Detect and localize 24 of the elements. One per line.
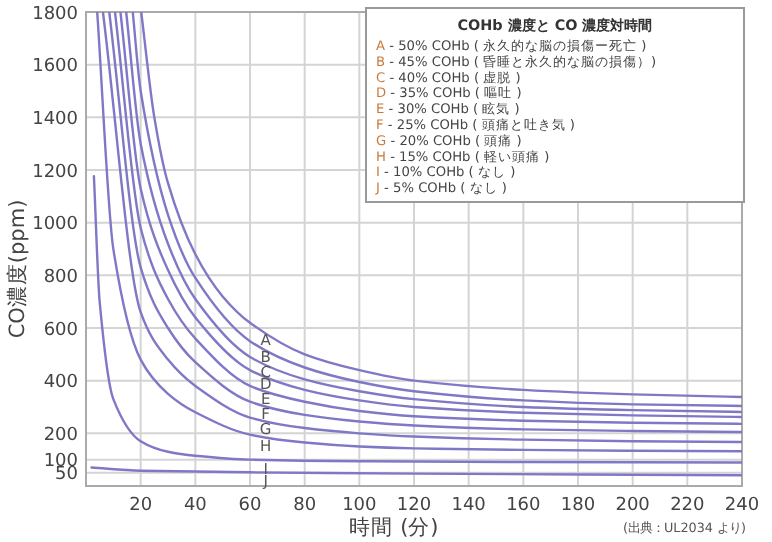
y-tick-label: 1000 [32,215,79,236]
y-tick-label: 600 [43,320,79,341]
x-tick-label: 240 [724,496,760,516]
x-tick-label: 80 [293,496,317,516]
x-tick-label: 220 [670,496,706,516]
y-tick-label: 50 [55,465,79,486]
x-axis-title: 時間 (分) [349,514,439,540]
x-tick-label: 140 [451,496,487,516]
y-tick-label: 400 [43,373,79,394]
x-tick-label: 40 [183,496,208,516]
x-tick-label: 120 [396,496,432,516]
x-tick-label: 60 [238,496,262,516]
x-tick-label: 180 [560,496,596,516]
y-tick-label: 1800 [32,4,79,25]
y-axis-title: CO濃度(ppm) [4,199,30,339]
x-tick-label: 160 [506,496,542,516]
y-tick-label: 200 [43,425,79,446]
y-tick-label: 1400 [32,109,79,130]
x-tick-label: 20 [129,496,153,516]
x-tick-label: 100 [342,496,378,516]
x-tick-label: 200 [615,496,651,516]
y-tick-label: 800 [43,267,79,288]
y-tick-label: 1200 [32,162,79,183]
y-tick-label: 1600 [32,57,79,78]
